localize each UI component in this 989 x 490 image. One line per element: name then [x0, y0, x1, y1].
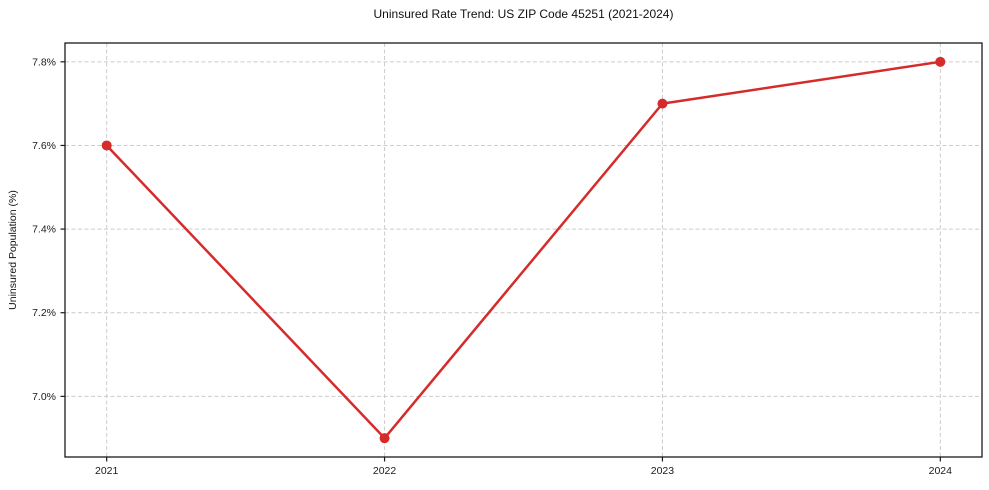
x-tick-label: 2022 — [373, 465, 397, 477]
y-tick-label: 7.8% — [32, 56, 56, 68]
data-point — [657, 98, 668, 109]
y-tick-label: 7.0% — [32, 391, 56, 403]
x-tick-label: 2024 — [929, 465, 953, 477]
y-tick-label: 7.2% — [32, 307, 56, 319]
plot-border — [64, 42, 983, 458]
y-tick-label: 7.6% — [32, 140, 56, 152]
trend-line — [105, 60, 942, 440]
x-tick-label: 2023 — [651, 465, 675, 477]
data-point — [379, 433, 390, 444]
data-point — [101, 140, 112, 151]
x-tick-label: 2021 — [95, 465, 119, 477]
chart-title: Uninsured Rate Trend: US ZIP Code 45251 … — [373, 7, 674, 21]
y-tick-label: 7.4% — [32, 224, 56, 236]
data-point — [935, 56, 946, 67]
